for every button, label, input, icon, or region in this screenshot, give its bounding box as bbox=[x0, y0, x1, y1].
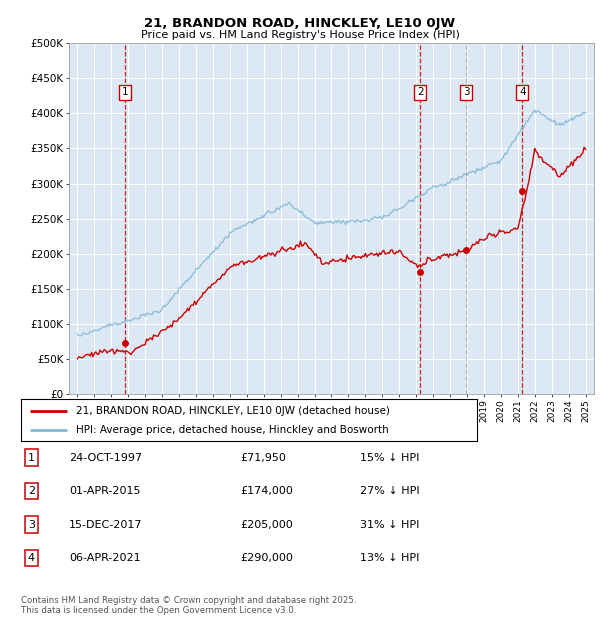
Text: 4: 4 bbox=[28, 553, 35, 563]
Text: 15% ↓ HPI: 15% ↓ HPI bbox=[360, 453, 419, 463]
Text: 15-DEC-2017: 15-DEC-2017 bbox=[69, 520, 143, 529]
Text: £290,000: £290,000 bbox=[240, 553, 293, 563]
Text: Price paid vs. HM Land Registry's House Price Index (HPI): Price paid vs. HM Land Registry's House … bbox=[140, 30, 460, 40]
Text: 4: 4 bbox=[519, 87, 526, 97]
Text: 3: 3 bbox=[28, 520, 35, 529]
Text: 21, BRANDON ROAD, HINCKLEY, LE10 0JW: 21, BRANDON ROAD, HINCKLEY, LE10 0JW bbox=[145, 17, 455, 30]
Text: 06-APR-2021: 06-APR-2021 bbox=[69, 553, 140, 563]
Text: Contains HM Land Registry data © Crown copyright and database right 2025.
This d: Contains HM Land Registry data © Crown c… bbox=[21, 596, 356, 615]
Text: 01-APR-2015: 01-APR-2015 bbox=[69, 486, 140, 496]
Text: 24-OCT-1997: 24-OCT-1997 bbox=[69, 453, 142, 463]
Text: 21, BRANDON ROAD, HINCKLEY, LE10 0JW (detached house): 21, BRANDON ROAD, HINCKLEY, LE10 0JW (de… bbox=[76, 405, 389, 415]
Text: £205,000: £205,000 bbox=[240, 520, 293, 529]
Text: 1: 1 bbox=[122, 87, 128, 97]
Text: 3: 3 bbox=[463, 87, 470, 97]
Text: 13% ↓ HPI: 13% ↓ HPI bbox=[360, 553, 419, 563]
Text: 27% ↓ HPI: 27% ↓ HPI bbox=[360, 486, 419, 496]
Text: £174,000: £174,000 bbox=[240, 486, 293, 496]
Text: 1: 1 bbox=[28, 453, 35, 463]
Text: 31% ↓ HPI: 31% ↓ HPI bbox=[360, 520, 419, 529]
Text: 2: 2 bbox=[417, 87, 424, 97]
Text: 2: 2 bbox=[28, 486, 35, 496]
Text: £71,950: £71,950 bbox=[240, 453, 286, 463]
Text: HPI: Average price, detached house, Hinckley and Bosworth: HPI: Average price, detached house, Hinc… bbox=[76, 425, 388, 435]
